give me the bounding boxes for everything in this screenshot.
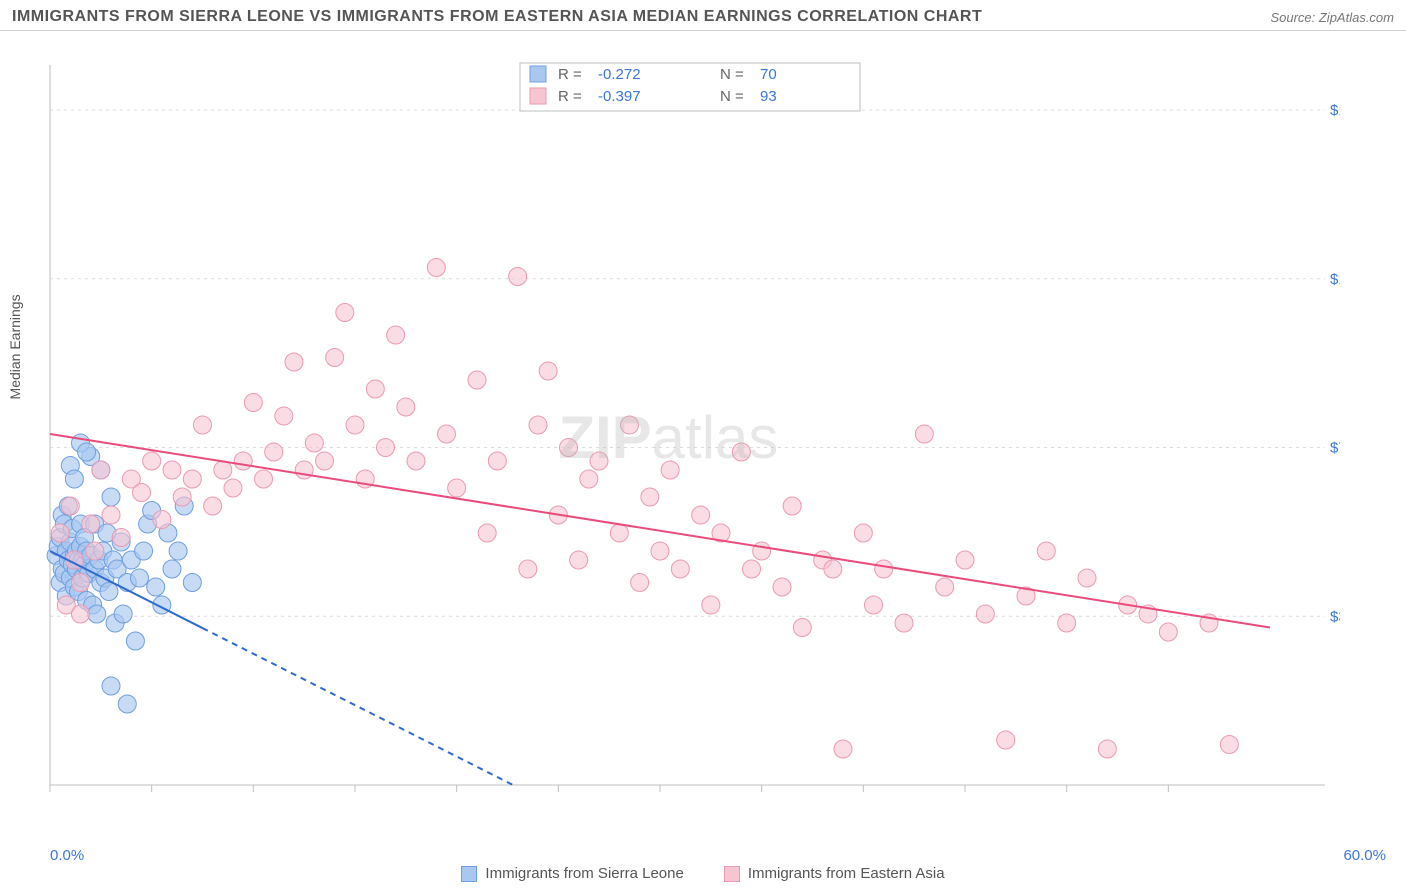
svg-text:70: 70 <box>760 66 777 83</box>
legend-swatch-icon <box>461 866 477 882</box>
chart-area: Median Earnings $37,500$75,000$112,500$1… <box>20 45 1396 842</box>
svg-text:N =: N = <box>720 66 744 83</box>
legend-item-eastern-asia: Immigrants from Eastern Asia <box>724 865 945 882</box>
svg-text:N =: N = <box>720 88 744 105</box>
svg-text:-0.397: -0.397 <box>598 88 641 105</box>
svg-text:$75,000: $75,000 <box>1330 440 1340 457</box>
y-axis-label: Median Earnings <box>7 294 23 399</box>
chart-source: Source: ZipAtlas.com <box>1270 10 1394 25</box>
x-max-label: 60.0% <box>1343 847 1386 864</box>
chart-header: IMMIGRANTS FROM SIERRA LEONE VS IMMIGRAN… <box>0 0 1406 31</box>
bottom-legend: Immigrants from Sierra Leone Immigrants … <box>0 865 1406 882</box>
scatter-chart: $37,500 $75,000 $112,500 $150,000 R = -0.272 N… <box>20 45 1340 815</box>
svg-text:R =: R = <box>558 66 582 83</box>
legend-label: Immigrants from Eastern Asia <box>748 865 945 882</box>
chart-title: IMMIGRANTS FROM SIERRA LEONE VS IMMIGRAN… <box>12 8 982 26</box>
legend-label: Immigrants from Sierra Leone <box>485 865 683 882</box>
x-min-label: 0.0% <box>50 847 84 864</box>
svg-text:R =: R = <box>558 88 582 105</box>
svg-text:$112,500: $112,500 <box>1330 271 1340 288</box>
svg-text:-0.272: -0.272 <box>598 66 641 83</box>
source-name: ZipAtlas.com <box>1319 10 1394 25</box>
svg-text:93: 93 <box>760 88 777 105</box>
legend-swatch-icon <box>724 866 740 882</box>
legend-item-sierra-leone: Immigrants from Sierra Leone <box>461 865 683 882</box>
x-axis-labels: 0.0% 60.0% <box>50 847 1386 864</box>
svg-text:$37,500: $37,500 <box>1330 608 1340 625</box>
source-prefix: Source: <box>1270 10 1318 25</box>
svg-text:$150,000: $150,000 <box>1330 102 1340 119</box>
